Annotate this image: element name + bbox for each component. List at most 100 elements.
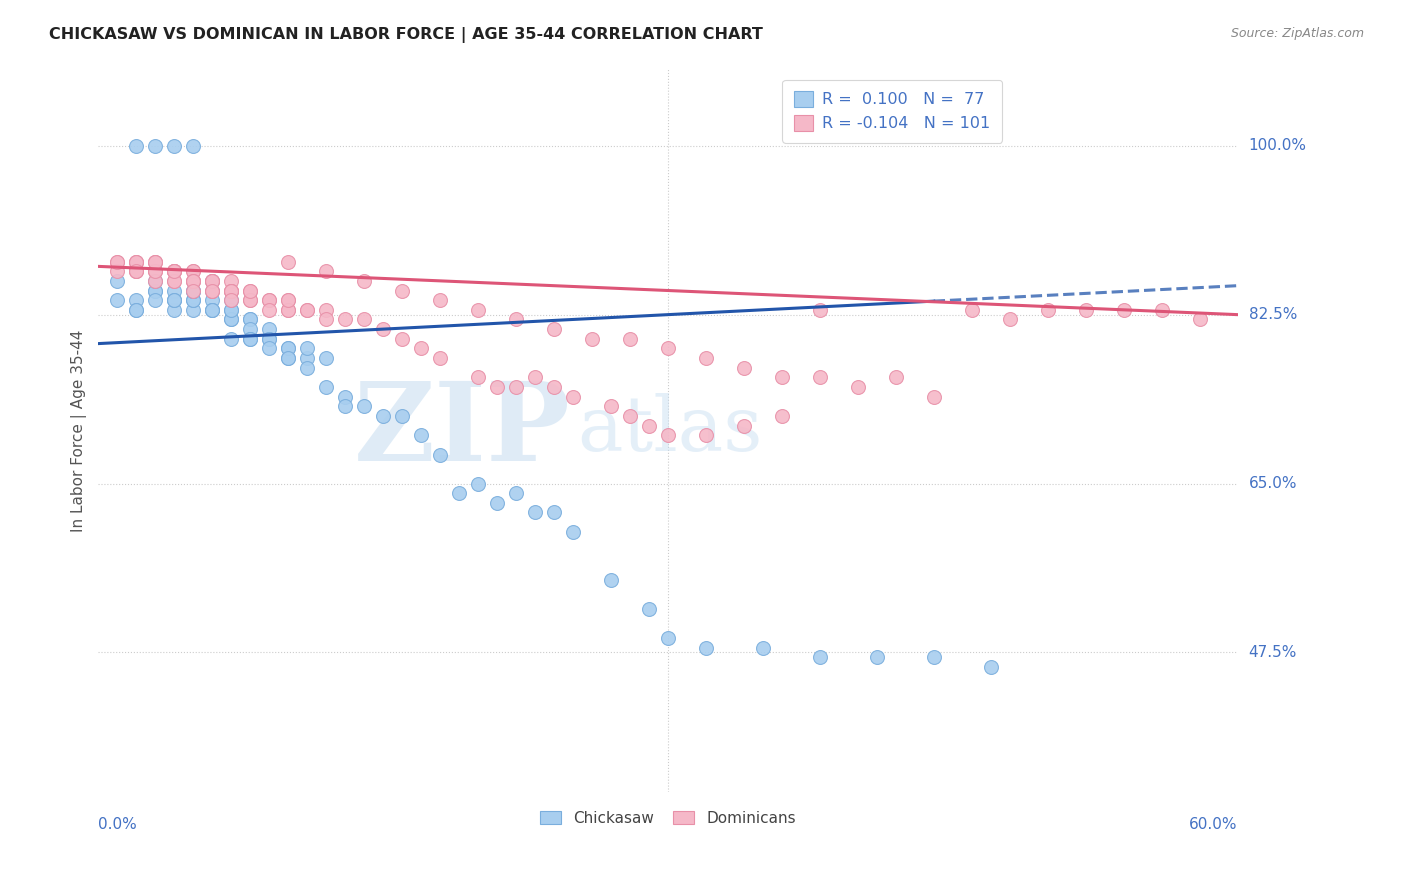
Point [429,448,451,462]
Point [619,332,641,346]
Point [411,342,433,356]
Point [219,293,242,308]
Point [543,506,565,520]
Text: 82.5%: 82.5% [1249,307,1296,322]
Point [315,264,337,278]
Point [353,274,375,288]
Point [143,254,166,268]
Point [181,293,204,308]
Point [163,264,186,278]
Point [277,254,299,268]
Point [163,274,186,288]
Point [333,390,356,404]
Point [163,274,186,288]
Point [125,293,148,308]
Point [846,380,869,394]
Point [295,342,318,356]
Point [201,284,224,298]
Point [543,380,565,394]
Point [315,302,337,317]
Point [181,284,204,298]
Point [922,390,945,404]
Point [163,293,186,308]
Point [562,390,585,404]
Point [125,264,148,278]
Point [143,264,166,278]
Point [257,302,280,317]
Point [125,264,148,278]
Point [163,264,186,278]
Point [219,284,242,298]
Point [257,342,280,356]
Point [505,312,527,326]
Point [239,293,262,308]
Point [163,264,186,278]
Point [277,293,299,308]
Point [980,660,1002,674]
Point [181,264,204,278]
Point [181,274,204,288]
Point [219,312,242,326]
Point [752,640,775,655]
Point [486,380,509,394]
Point [143,254,166,268]
Point [524,370,547,384]
Point [181,274,204,288]
Point [657,342,679,356]
Point [960,302,983,317]
Point [163,138,186,153]
Point [277,302,299,317]
Point [163,264,186,278]
Point [657,428,679,442]
Point [333,312,356,326]
Text: atlas: atlas [576,393,762,467]
Text: 47.5%: 47.5% [1249,645,1296,660]
Point [125,302,148,317]
Point [219,302,242,317]
Point [239,284,262,298]
Point [277,342,299,356]
Point [277,342,299,356]
Point [619,409,641,423]
Point [391,332,413,346]
Point [257,332,280,346]
Point [257,293,280,308]
Point [429,351,451,365]
Point [808,302,831,317]
Point [922,650,945,665]
Point [1150,302,1173,317]
Point [770,409,793,423]
Point [373,322,395,336]
Point [373,409,395,423]
Text: 60.0%: 60.0% [1189,817,1237,832]
Point [219,274,242,288]
Point [219,284,242,298]
Point [315,351,337,365]
Point [105,254,128,268]
Point [143,264,166,278]
Point [181,284,204,298]
Point [105,264,128,278]
Point [163,293,186,308]
Point [808,650,831,665]
Point [125,254,148,268]
Point [125,254,148,268]
Text: 100.0%: 100.0% [1249,138,1306,153]
Text: Source: ZipAtlas.com: Source: ZipAtlas.com [1230,27,1364,40]
Point [219,284,242,298]
Point [277,302,299,317]
Point [1036,302,1059,317]
Point [524,506,547,520]
Point [143,293,166,308]
Point [391,409,413,423]
Point [277,293,299,308]
Point [505,380,527,394]
Point [733,418,755,433]
Point [143,138,166,153]
Point [695,640,717,655]
Point [163,302,186,317]
Point [219,284,242,298]
Point [201,274,224,288]
Point [600,400,623,414]
Point [219,332,242,346]
